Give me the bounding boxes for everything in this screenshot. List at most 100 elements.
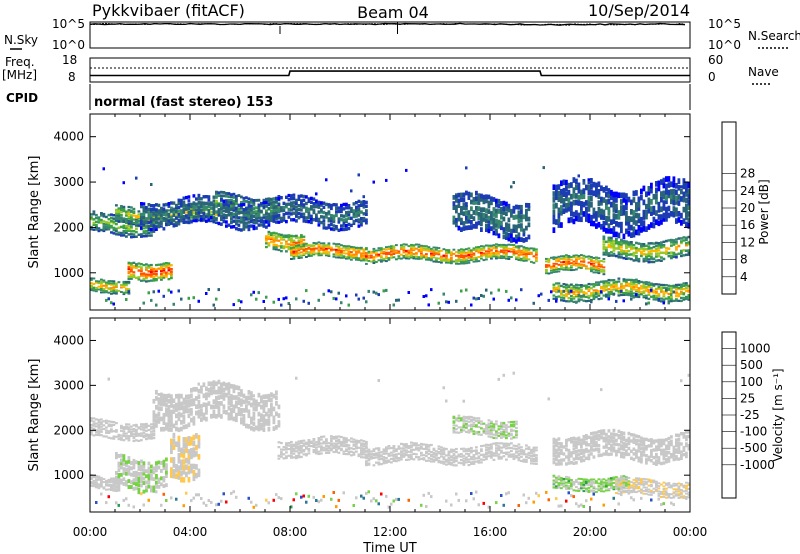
heat-cell: [412, 244, 416, 247]
heat-cell: [632, 226, 636, 233]
heat-cell: [117, 438, 121, 441]
heat-cell: [552, 209, 556, 215]
heat-cell: [395, 244, 398, 247]
heat-cell: [515, 258, 518, 261]
heat-cell: [175, 223, 178, 227]
heat-cell: [137, 262, 141, 265]
heat-cell: [585, 206, 588, 213]
heat-cell: [687, 253, 691, 256]
heat-cell: [522, 250, 526, 253]
heat-cell: [120, 478, 123, 483]
heat-cell: [122, 230, 126, 233]
heat-cell: [560, 180, 563, 187]
heat-cell: [162, 271, 166, 274]
heat-cell: [327, 245, 331, 248]
heat-cell: [430, 247, 433, 250]
heat-cell: [670, 256, 673, 260]
heat-cell: [572, 256, 576, 259]
heat-cell: [337, 435, 341, 438]
heat-cell: [577, 256, 581, 259]
heat-cell: [242, 217, 246, 222]
heat-cell: [520, 237, 523, 242]
heat-cell: [585, 200, 588, 206]
heat-cell: [600, 297, 603, 300]
heat-cell: [117, 435, 121, 438]
heat-cell: [610, 251, 613, 254]
heat-cell: [117, 473, 121, 477]
heat-cell: [97, 430, 101, 433]
heat-cell: [385, 251, 388, 254]
heat-cell: [670, 241, 673, 244]
heat-cell: [127, 261, 131, 264]
heat-cell: [465, 190, 468, 196]
heat-cell: [137, 472, 141, 476]
heat-cell: [215, 404, 218, 409]
colorbar-tick-label: 28: [740, 167, 755, 181]
heat-cell: [587, 289, 591, 292]
heat-cell: [122, 482, 126, 486]
heat-cell: [230, 491, 233, 495]
heat-cell: [515, 204, 518, 210]
heat-cell: [142, 206, 146, 210]
heat-cell: [675, 248, 678, 251]
heat-cell: [370, 499, 373, 503]
heat-cell: [685, 241, 688, 245]
heat-cell: [162, 476, 166, 480]
heat-cell: [575, 286, 578, 289]
heat-cell: [350, 440, 353, 443]
heat-cell: [235, 403, 238, 409]
heat-cell: [215, 221, 218, 224]
heat-cell: [190, 216, 193, 219]
heat-cell: [635, 206, 638, 212]
heat-cell: [507, 250, 511, 253]
heat-cell: [240, 408, 243, 413]
heat-cell: [657, 242, 661, 245]
heat-cell: [290, 241, 293, 244]
heat-cell: [192, 214, 196, 218]
heat-cell: [672, 284, 676, 287]
heat-cell: [625, 250, 628, 253]
heat-cell: [480, 212, 483, 218]
heat-cell: [430, 254, 433, 257]
heat-cell: [242, 414, 246, 419]
heat-cell: [250, 204, 253, 208]
heat-cell: [470, 253, 473, 256]
heat-cell: [507, 236, 511, 242]
heat-cell: [492, 244, 496, 247]
heat-cell: [682, 183, 686, 190]
heat-cell: [280, 236, 283, 239]
heat-cell: [250, 198, 253, 202]
heat-cell: [360, 494, 363, 498]
heat-cell: [465, 420, 468, 423]
heat-cell: [525, 247, 528, 249]
heat-cell: [607, 281, 611, 284]
heat-cell: [602, 253, 606, 256]
heat-cell: [472, 449, 476, 452]
heat-cell: [452, 427, 456, 430]
heat-cell: [667, 292, 671, 296]
heat-cell: [517, 253, 521, 256]
heat-cell: [557, 222, 561, 228]
heat-cell: [90, 282, 93, 285]
heat-cell: [305, 209, 308, 213]
heat-cell: [482, 194, 486, 200]
heat-cell: [387, 245, 391, 248]
heat-cell: [315, 446, 318, 449]
heat-cell: [265, 200, 268, 205]
heat-cell: [525, 225, 528, 231]
heat-cell: [307, 443, 311, 446]
heat-cell: [665, 189, 668, 195]
heat-cell: [395, 455, 398, 458]
heat-cell: [517, 204, 521, 210]
heat-cell: [685, 244, 688, 247]
heat-cell: [582, 181, 585, 185]
heat-cell: [125, 220, 128, 223]
heat-cell: [232, 199, 236, 203]
heat-cell: [185, 211, 188, 214]
heat-cell: [532, 247, 536, 250]
heat-cell: [392, 253, 396, 255]
heat-cell: [380, 251, 383, 254]
heat-cell: [172, 210, 176, 214]
heat-cell: [132, 437, 136, 440]
